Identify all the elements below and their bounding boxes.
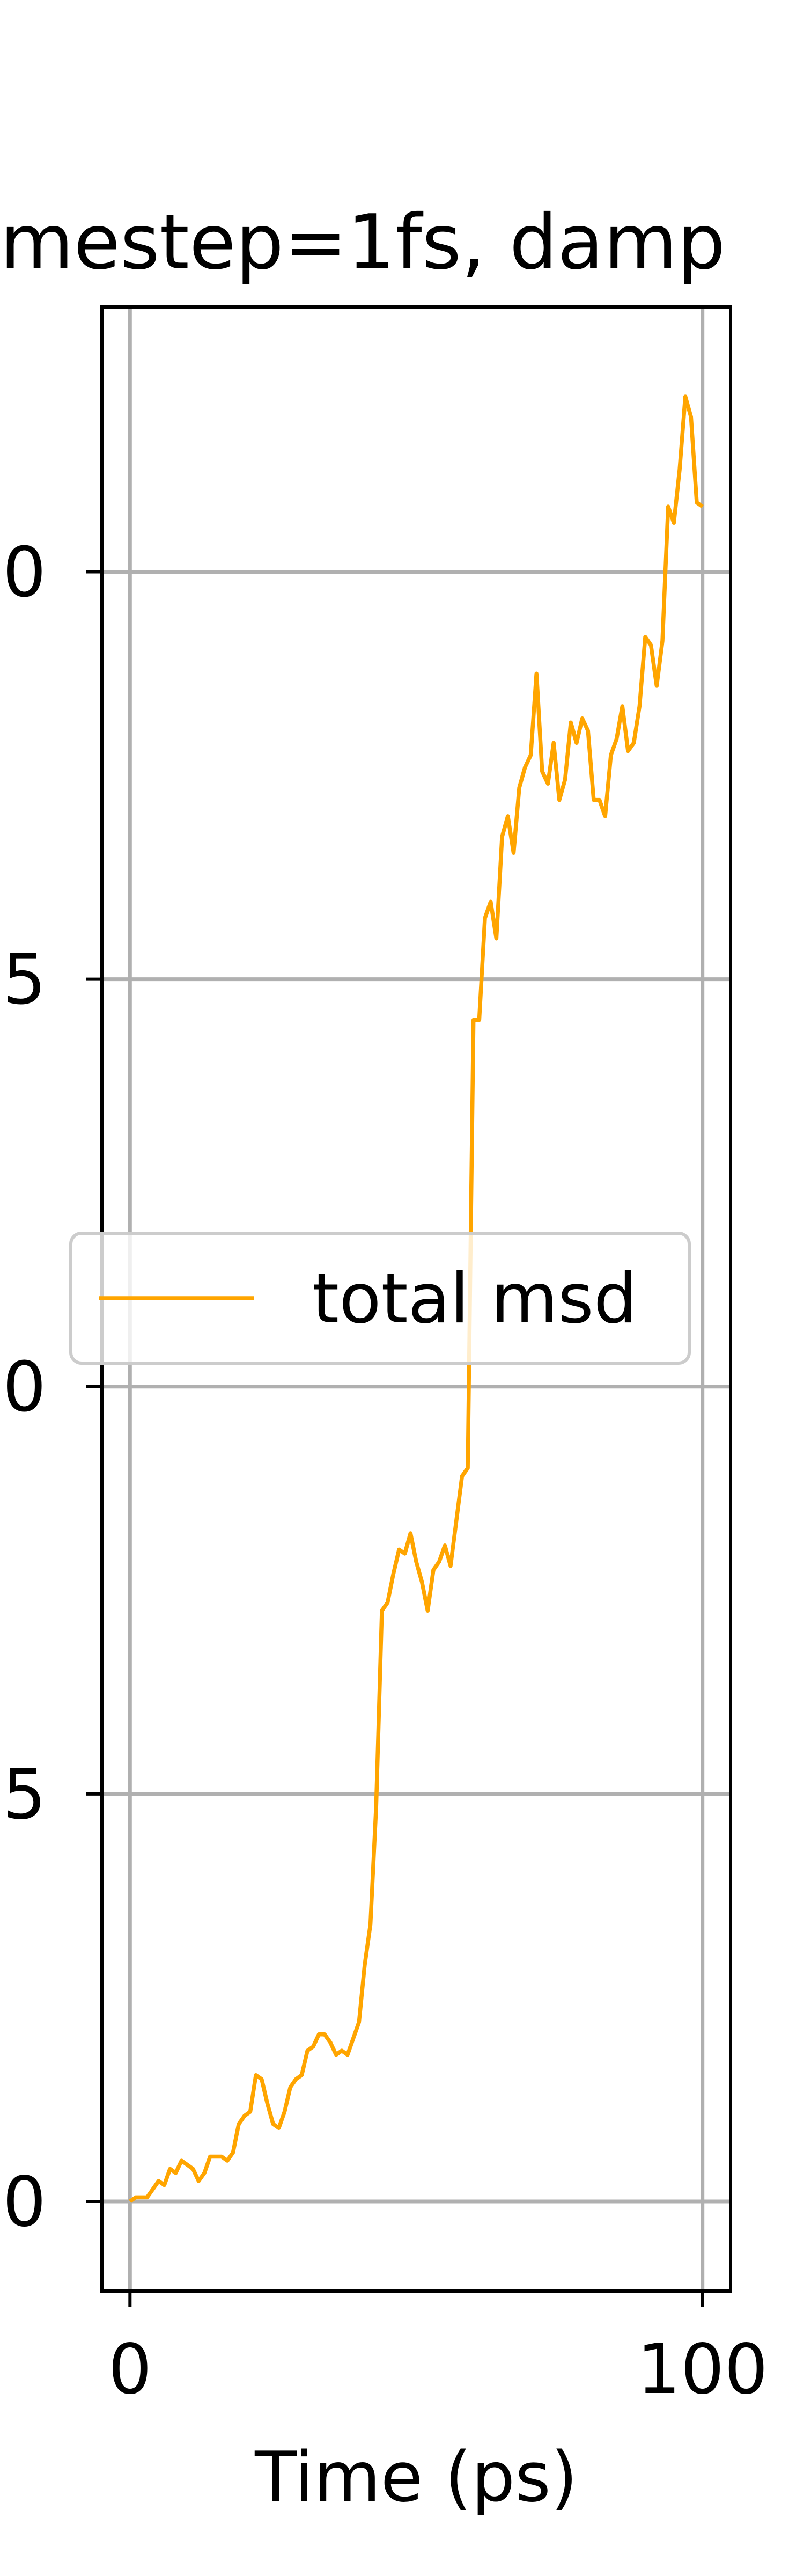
legend-box <box>69 1232 691 1365</box>
y-tick-label: 10 <box>0 1348 46 1428</box>
x-tick-label: 0 <box>108 2330 152 2410</box>
y-tick-label: 20 <box>0 532 46 612</box>
legend-label: total msd <box>312 1259 637 1339</box>
y-tick-label: 15 <box>0 940 46 1020</box>
chart-title: mestep=1fs, damp <box>0 199 725 287</box>
y-tick-label: 0 <box>3 2162 46 2242</box>
x-tick-label: 100 <box>637 2330 768 2410</box>
legend: total msd <box>69 1232 691 1365</box>
data-line <box>129 394 704 2204</box>
y-tick-label: 5 <box>3 1755 46 1835</box>
x-axis-label: Time (ps) <box>254 2438 578 2518</box>
